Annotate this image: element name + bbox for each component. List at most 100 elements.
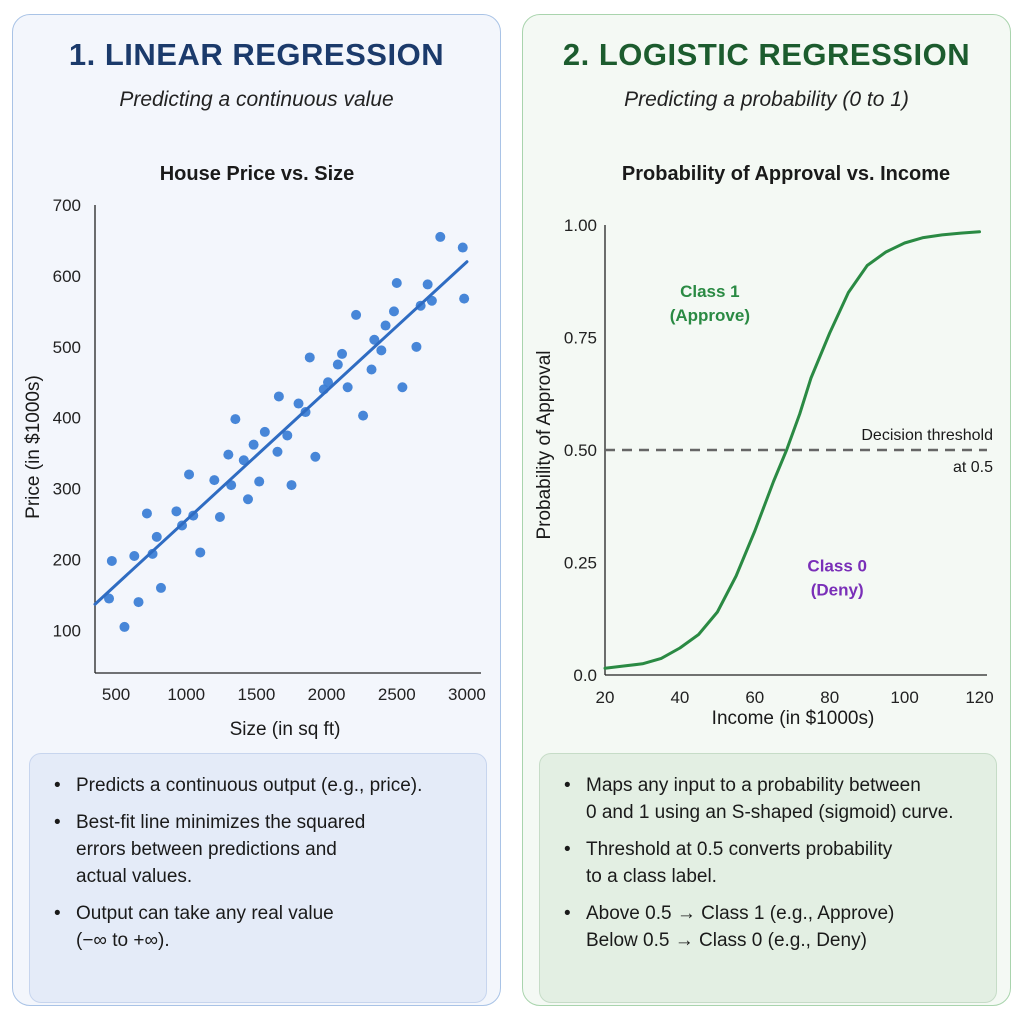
linear-data-point [147, 548, 158, 559]
linear-x-tick-label: 3000 [448, 685, 486, 704]
linear-data-point [272, 446, 283, 457]
linear-data-point [376, 345, 387, 356]
linear-x-tick-label: 2000 [308, 685, 346, 704]
linear-data-point [422, 279, 433, 290]
linear-panel-subtitle: Predicting a continuous value [119, 88, 394, 111]
logistic-bullet-3: Above 0.5 → Class 1 (e.g., Approve) Below… [562, 900, 974, 954]
linear-notes-list: Predicts a continuous output (e.g., pric… [52, 772, 464, 954]
threshold-label: at 0.5 [953, 459, 993, 476]
linear-x-axis-label: Size (in sq ft) [230, 719, 341, 740]
linear-data-point [337, 348, 348, 359]
logistic-x-tick-label: 80 [820, 688, 839, 707]
linear-chart-title: House Price vs. Size [160, 163, 355, 185]
linear-data-point [282, 430, 293, 441]
logistic-bullet-line: Above 0.5 → Class 1 (e.g., Approve) [586, 903, 895, 924]
linear-bullet-line: actual values. [76, 866, 193, 887]
linear-y-tick-label: 300 [53, 480, 81, 499]
logistic-chart-title: Probability of Approval vs. Income [622, 163, 950, 185]
logistic-x-tick-label: 20 [596, 688, 615, 707]
logistic-y-tick-label: 1.00 [564, 216, 597, 235]
linear-y-tick-label: 400 [53, 409, 81, 428]
threshold-label: Decision threshold [861, 427, 993, 444]
linear-y-axis-label: Price (in $1000s) [23, 375, 44, 519]
linear-data-point [133, 597, 144, 608]
linear-bullet-1: Predicts a continuous output (e.g., pric… [52, 772, 464, 799]
linear-data-point [214, 512, 225, 522]
linear-data-point [391, 278, 402, 288]
linear-x-tick-label: 500 [102, 685, 130, 704]
linear-data-point [230, 414, 241, 425]
linear-bullet-2: Best-fit line minimizes the squared error… [52, 809, 464, 890]
linear-x-tick-label: 2500 [378, 685, 416, 704]
linear-bullet-line: (−∞ to +∞). [76, 930, 170, 951]
linear-best-fit-line [93, 260, 469, 606]
class-annotation-label: (Deny) [811, 581, 864, 600]
linear-bullet-line: errors between predictions and [76, 839, 337, 860]
logistic-bullet-1: Maps any input to a probability between 0… [562, 772, 974, 826]
linear-data-point [366, 364, 377, 375]
logistic-x-tick-label: 40 [670, 688, 689, 707]
linear-notes-box: Predicts a continuous output (e.g., pric… [29, 753, 487, 1003]
linear-y-tick-label: 100 [53, 621, 81, 640]
linear-regression-panel: 1. LINEAR REGRESSION Predicting a contin… [12, 14, 501, 1006]
linear-y-tick-label: 600 [53, 267, 81, 286]
linear-regression-chart: House Price vs. Size 100 200 300 400 500 600 70… [23, 163, 486, 740]
logistic-regression-chart: Probability of Approval vs. Income 0.0 0.2… [534, 163, 994, 729]
linear-bullet-line: Best-fit line minimizes the squared [76, 812, 366, 833]
linear-y-tick-label: 500 [53, 338, 81, 357]
sigmoid-curve [603, 230, 981, 670]
linear-data-point [141, 508, 152, 519]
logistic-x-axis-label: Income (in $1000s) [712, 708, 875, 729]
linear-bullet-line: Predicts a continuous output (e.g., pric… [76, 775, 423, 796]
linear-panel-title: 1. LINEAR REGRESSION [68, 37, 445, 72]
logistic-x-tick-label: 100 [890, 688, 918, 707]
linear-y-tick-label: 200 [53, 551, 81, 570]
linear-bullet-3: Output can take any real value (−∞ to +∞)… [52, 900, 464, 954]
linear-data-point [411, 341, 422, 352]
logistic-y-tick-label: 0.50 [564, 441, 597, 460]
linear-data-point [369, 334, 380, 345]
linear-data-point [238, 455, 249, 466]
linear-data-point [151, 531, 162, 542]
linear-data-point [380, 320, 391, 331]
logistic-bullet-line: 0 and 1 using an S-shaped (sigmoid) curv… [586, 802, 954, 823]
logistic-y-tick-label: 0.75 [564, 329, 597, 348]
linear-data-point [254, 476, 265, 487]
linear-data-point [119, 621, 130, 632]
linear-data-point [286, 480, 297, 491]
class-annotation-label: Class 0 [807, 557, 867, 576]
logistic-notes-box: Maps any input to a probability between 0… [539, 753, 997, 1003]
logistic-panel-title: 2. LOGISTIC REGRESSION [562, 37, 971, 72]
linear-data-point [195, 547, 206, 558]
linear-data-point [310, 451, 321, 462]
linear-x-tick-label: 1000 [167, 685, 205, 704]
logistic-y-axis-label: Probability of Approval [534, 350, 555, 539]
linear-data-point [388, 306, 399, 317]
class-annotation-label: Class 1 [680, 282, 740, 301]
linear-x-tick-label: 1500 [238, 685, 276, 704]
linear-data-point [332, 359, 343, 370]
linear-data-point [129, 551, 140, 561]
linear-data-point [323, 377, 334, 388]
linear-data-point [242, 494, 253, 505]
logistic-y-tick-label: 0.25 [564, 554, 597, 573]
linear-data-point [259, 426, 270, 437]
linear-data-point [304, 352, 315, 363]
logistic-x-tick-label: 120 [965, 688, 993, 707]
linear-data-point [342, 382, 353, 393]
linear-data-point [155, 582, 166, 593]
linear-data-point [209, 475, 220, 486]
linear-data-point [106, 555, 117, 566]
linear-data-point [459, 293, 470, 304]
linear-data-point [435, 231, 446, 242]
logistic-notes-list: Maps any input to a probability between 0… [562, 772, 974, 954]
linear-data-point [104, 593, 115, 604]
logistic-x-tick-label: 60 [745, 688, 764, 707]
logistic-y-tick-label: 0.0 [573, 666, 597, 685]
linear-data-point [248, 439, 259, 450]
linear-y-tick-label: 700 [53, 196, 81, 215]
logistic-panel-subtitle: Predicting a probability (0 to 1) [624, 88, 909, 111]
linear-data-point [397, 382, 408, 393]
linear-bullet-line: Output can take any real value [76, 903, 334, 924]
logistic-bullet-line: Maps any input to a probability between [586, 775, 921, 796]
